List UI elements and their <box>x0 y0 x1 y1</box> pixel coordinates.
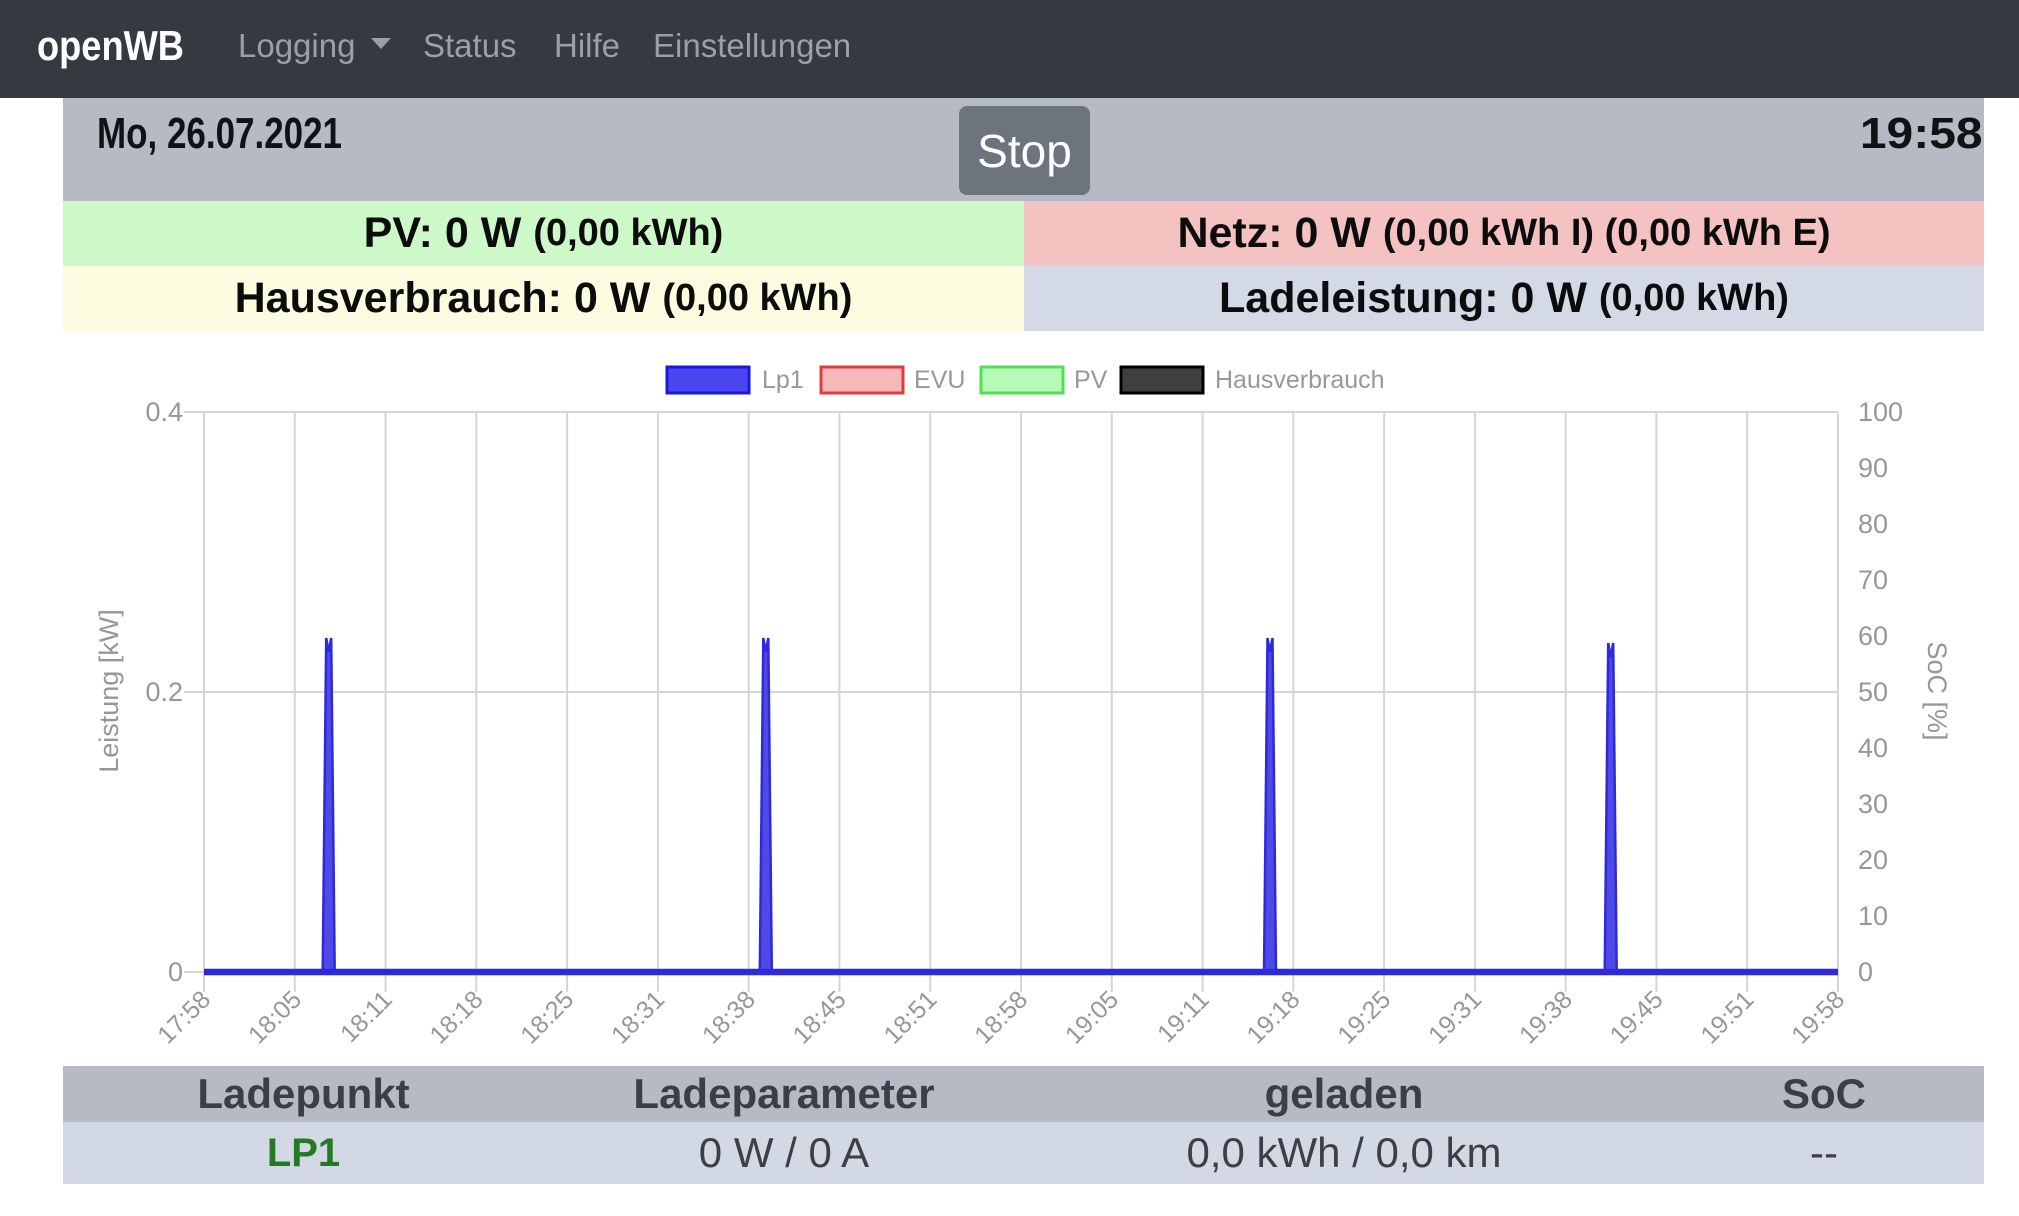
svg-text:70: 70 <box>1858 565 1888 595</box>
svg-text:Hausverbrauch: Hausverbrauch <box>1215 366 1385 394</box>
svg-text:Leistung [kW]: Leistung [kW] <box>94 609 124 773</box>
svg-text:90: 90 <box>1858 453 1888 483</box>
svg-text:18:18: 18:18 <box>425 985 489 1049</box>
svg-text:20: 20 <box>1858 845 1888 875</box>
svg-text:EVU: EVU <box>914 366 965 394</box>
svg-text:0: 0 <box>1858 957 1873 987</box>
svg-text:19:25: 19:25 <box>1332 985 1396 1049</box>
svg-text:0: 0 <box>168 957 183 987</box>
svg-text:18:05: 18:05 <box>243 985 307 1049</box>
svg-text:0.4: 0.4 <box>145 397 183 427</box>
svg-text:17:58: 17:58 <box>152 985 216 1049</box>
svg-text:18:38: 18:38 <box>697 985 761 1049</box>
svg-text:18:45: 18:45 <box>788 985 852 1049</box>
svg-text:19:45: 19:45 <box>1605 985 1669 1049</box>
svg-text:100: 100 <box>1858 397 1903 427</box>
svg-text:30: 30 <box>1858 789 1888 819</box>
svg-text:40: 40 <box>1858 733 1888 763</box>
svg-text:19:31: 19:31 <box>1423 985 1487 1049</box>
svg-text:19:18: 19:18 <box>1242 985 1306 1049</box>
svg-text:18:51: 18:51 <box>878 985 942 1049</box>
svg-text:50: 50 <box>1858 677 1888 707</box>
svg-text:10: 10 <box>1858 901 1888 931</box>
svg-text:PV: PV <box>1074 366 1108 394</box>
svg-text:18:31: 18:31 <box>606 985 670 1049</box>
svg-text:19:38: 19:38 <box>1514 985 1578 1049</box>
svg-text:19:05: 19:05 <box>1060 985 1124 1049</box>
svg-text:60: 60 <box>1858 621 1888 651</box>
svg-text:18:11: 18:11 <box>335 985 398 1048</box>
svg-text:80: 80 <box>1858 509 1888 539</box>
svg-text:Lp1: Lp1 <box>762 366 804 394</box>
svg-text:19:58: 19:58 <box>1786 985 1850 1049</box>
svg-text:SoC [%]: SoC [%] <box>1922 641 1952 740</box>
svg-text:19:11: 19:11 <box>1152 985 1215 1048</box>
svg-text:18:58: 18:58 <box>969 985 1033 1049</box>
svg-text:19:51: 19:51 <box>1695 985 1759 1049</box>
svg-text:0.2: 0.2 <box>145 677 183 707</box>
svg-text:18:25: 18:25 <box>515 985 579 1049</box>
